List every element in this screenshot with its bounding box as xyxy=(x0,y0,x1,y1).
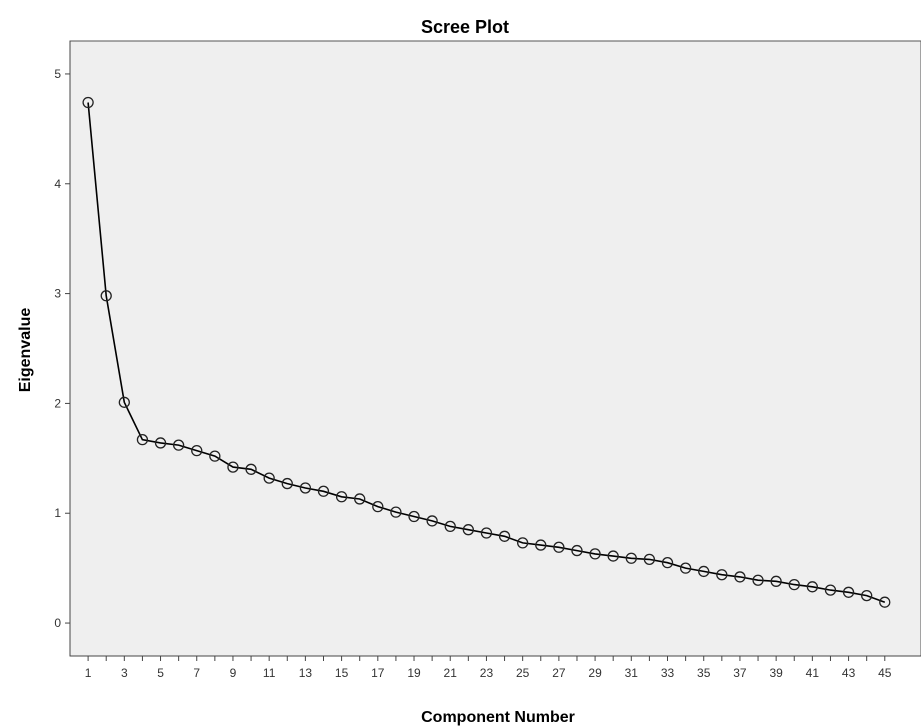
data-point xyxy=(679,562,692,574)
data-point xyxy=(100,290,112,302)
data-point xyxy=(118,396,130,408)
data-point xyxy=(136,434,149,446)
data-point xyxy=(824,584,837,596)
data-point xyxy=(444,520,456,533)
data-point xyxy=(607,550,619,562)
x-tick-label: 31 xyxy=(625,666,639,680)
data-point xyxy=(408,510,420,523)
y-tick-label: 0 xyxy=(54,616,61,630)
data-point xyxy=(879,596,891,608)
data-point xyxy=(661,557,674,569)
x-tick-label: 37 xyxy=(733,666,747,680)
data-point xyxy=(227,461,239,473)
data-point xyxy=(281,477,293,490)
x-tick-label: 45 xyxy=(878,666,892,680)
plot-area-background xyxy=(69,40,921,657)
data-point xyxy=(426,515,438,527)
data-point xyxy=(589,548,601,560)
data-point xyxy=(245,463,257,475)
data-point xyxy=(263,472,275,484)
data-point xyxy=(643,553,656,566)
data-point xyxy=(317,485,330,497)
x-tick-label: 13 xyxy=(299,666,313,680)
data-point xyxy=(154,437,167,449)
data-point xyxy=(498,530,511,542)
x-tick-label: 43 xyxy=(842,666,856,680)
series-line xyxy=(87,102,886,603)
data-point xyxy=(734,571,746,583)
y-axis: 0 1 2 3 4 5 xyxy=(54,41,71,656)
data-point xyxy=(191,444,203,457)
y-tick-label: 1 xyxy=(54,506,61,520)
data-point xyxy=(788,578,800,591)
data-point xyxy=(209,450,221,462)
x-tick-label: 7 xyxy=(193,666,200,680)
data-point xyxy=(716,569,728,581)
x-tick-label: 1 xyxy=(85,666,92,680)
data-point xyxy=(698,565,710,578)
data-point xyxy=(335,491,348,503)
x-tick-label: 9 xyxy=(230,666,237,680)
x-tick-label: 17 xyxy=(371,666,385,680)
x-axis-title: Component Number xyxy=(421,709,575,726)
data-point xyxy=(752,574,764,586)
x-tick-label: 27 xyxy=(552,666,566,680)
y-tick-label: 2 xyxy=(54,396,61,410)
data-point xyxy=(390,506,402,518)
data-point xyxy=(535,539,547,551)
data-point xyxy=(861,589,873,602)
x-tick-label: 33 xyxy=(661,666,675,680)
y-tick-label: 3 xyxy=(54,287,61,301)
data-point xyxy=(82,96,94,109)
data-point xyxy=(172,439,185,451)
x-tick-label: 15 xyxy=(335,666,349,680)
y-axis-title: Eigenvalue xyxy=(17,308,34,393)
data-markers xyxy=(82,96,891,608)
x-tick-label: 29 xyxy=(588,666,602,680)
data-point xyxy=(517,537,529,549)
x-axis: 1 3 5 7 9 11 13 15 17 19 21 23 25 27 29 31 33 35 37 39 41 43 4… xyxy=(70,655,921,680)
data-point xyxy=(480,527,493,539)
y-tick-label: 5 xyxy=(54,67,61,81)
x-tick-label: 21 xyxy=(444,666,458,680)
x-tick-label: 39 xyxy=(769,666,783,680)
data-point xyxy=(806,581,819,593)
x-tick-label: 41 xyxy=(806,666,820,680)
y-tick-label: 4 xyxy=(54,177,61,191)
x-tick-label: 35 xyxy=(697,666,711,680)
x-tick-label: 25 xyxy=(516,666,530,680)
data-point xyxy=(625,552,637,564)
data-point xyxy=(770,575,782,587)
x-tick-label: 19 xyxy=(407,666,421,680)
data-point xyxy=(299,482,312,494)
x-tick-label: 5 xyxy=(157,666,164,680)
chart-title: Scree Plot xyxy=(421,17,509,37)
data-point xyxy=(553,541,565,553)
data-point xyxy=(372,500,384,513)
x-tick-label: 3 xyxy=(121,666,128,680)
data-point xyxy=(462,524,474,536)
x-tick-label: 11 xyxy=(263,666,276,680)
data-point xyxy=(842,586,855,598)
data-point xyxy=(571,544,583,557)
data-point xyxy=(354,493,366,505)
x-tick-label: 23 xyxy=(480,666,494,680)
